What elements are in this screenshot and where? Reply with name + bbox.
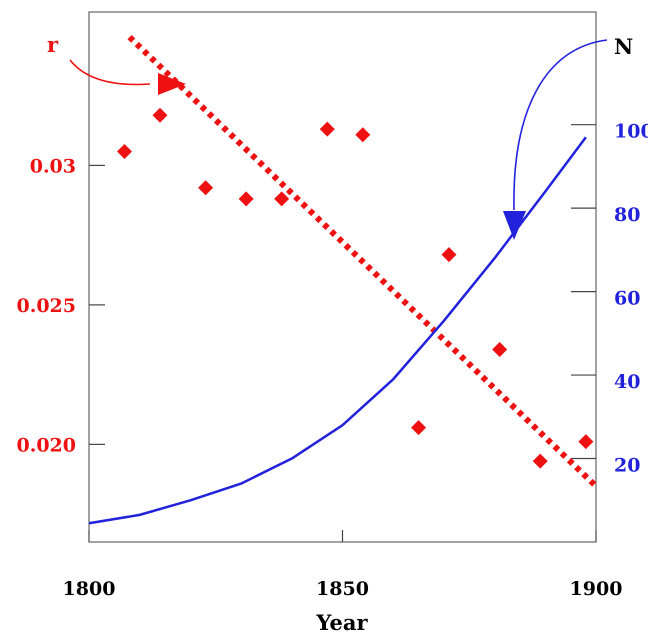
r-annotation-arrow	[69, 59, 151, 86]
n-annotation-arrow	[513, 39, 608, 211]
left-tick-label: 0.03	[30, 155, 76, 177]
x-tick-label: 1800	[63, 578, 116, 600]
r-data-point	[411, 420, 427, 436]
r-data-point	[492, 342, 508, 358]
x-axis-label: Year	[315, 610, 368, 635]
r-data-point	[116, 143, 132, 159]
r-data-point	[355, 127, 371, 143]
right-tick-label: 100	[614, 121, 648, 143]
x-tick-label: 1900	[570, 578, 623, 600]
r-trend-line	[127, 34, 599, 489]
r-data-point	[198, 180, 214, 196]
r-annotation-arrowhead	[158, 73, 186, 95]
r-data-point	[274, 191, 290, 207]
r-data-point	[152, 107, 168, 123]
n-annotation-label: N	[614, 34, 633, 59]
n-annotation-arrowhead	[503, 211, 526, 240]
r-annotation: r	[47, 32, 186, 95]
r-data-point	[319, 121, 335, 137]
r-annotation-label: r	[47, 32, 59, 57]
r-data-point	[441, 247, 457, 263]
right-tick-label: 80	[614, 204, 640, 226]
left-tick-label: 0.020	[17, 434, 77, 456]
right-tick-label: 60	[614, 288, 640, 310]
right-tick-label: 40	[614, 371, 640, 393]
n-annotation: N	[503, 34, 633, 240]
left-tick-label: 0.025	[17, 295, 77, 317]
right-tick-label: 20	[614, 455, 640, 477]
r-data-point	[578, 434, 594, 450]
n-growth-curve	[88, 136, 587, 525]
x-tick-label: 1850	[316, 578, 369, 600]
r-data-point	[532, 453, 548, 469]
r-data-point	[238, 191, 254, 207]
